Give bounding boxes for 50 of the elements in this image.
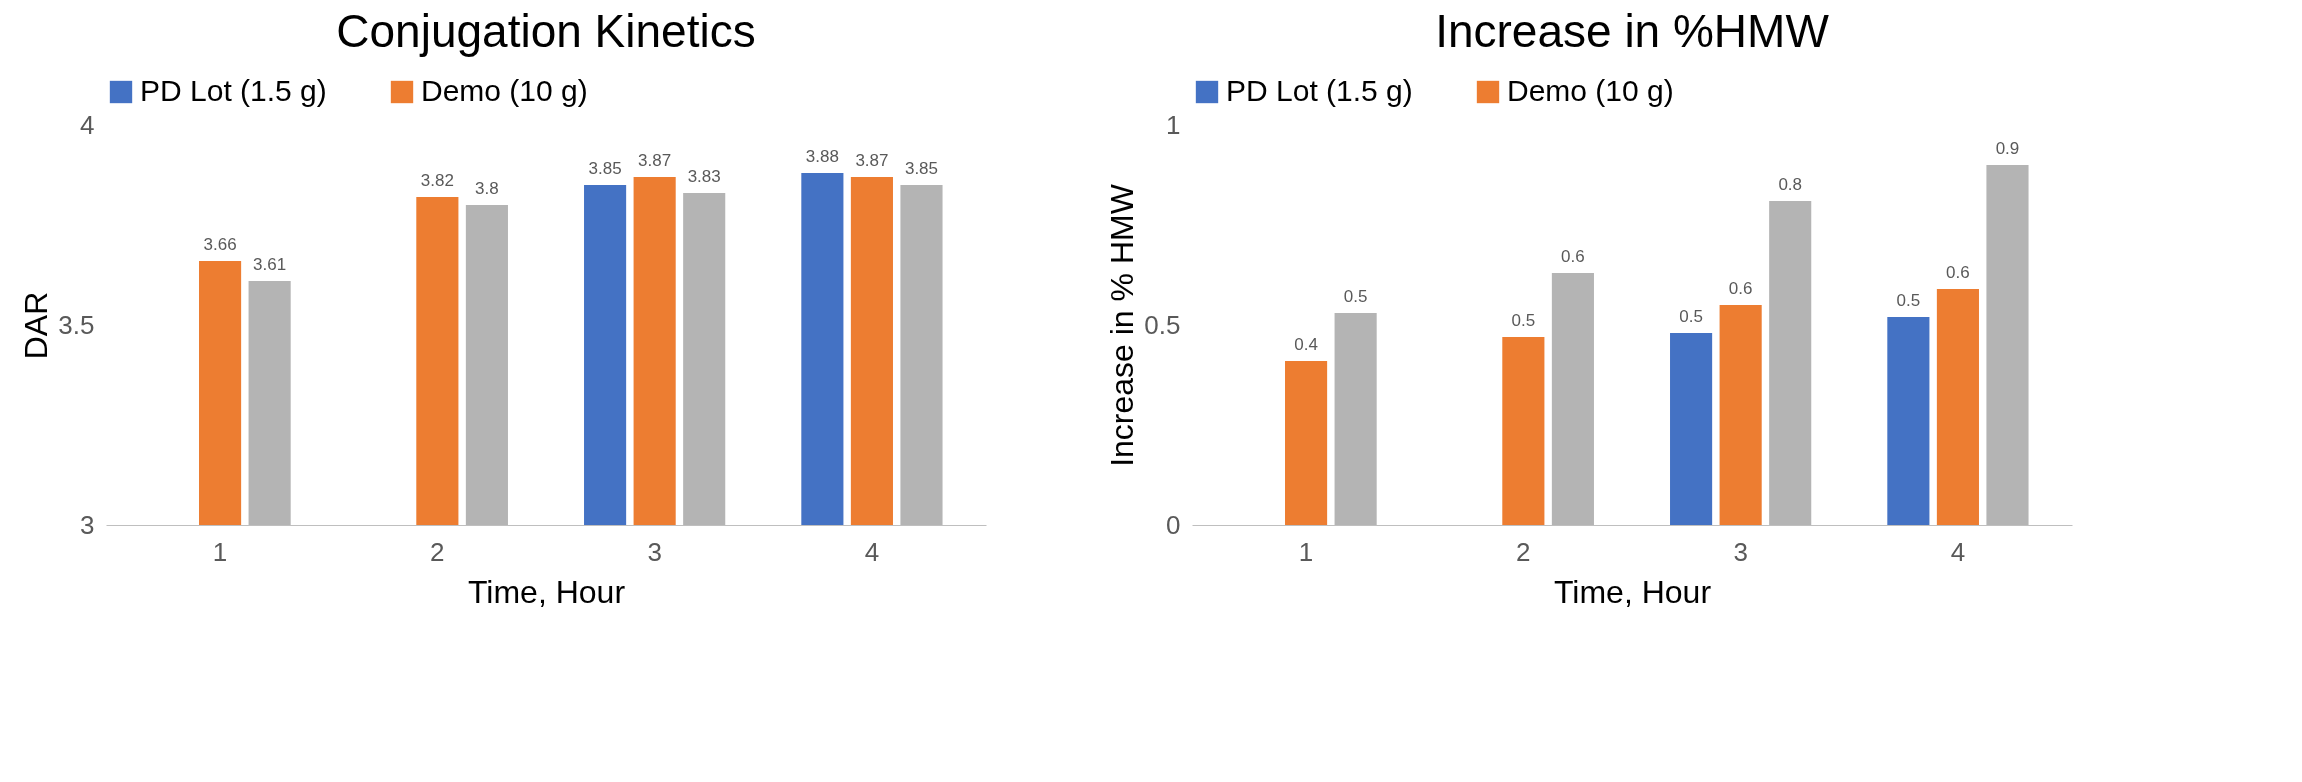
x-tick-label: 2 <box>1516 536 1531 567</box>
x-tick-label: 4 <box>864 536 880 567</box>
y-axis-title: Increase in % HMW <box>1104 183 1141 467</box>
y-tick-label: 4 <box>80 109 95 140</box>
data-label: 3.61 <box>253 255 287 274</box>
data-label: 0.9 <box>1995 139 2020 158</box>
data-label: 0.5 <box>1343 287 1368 306</box>
y-axis-title: DAR <box>18 291 55 360</box>
data-label: 0.5 <box>1679 307 1703 326</box>
data-label: 3.85 <box>904 159 939 178</box>
x-tick-label: 3 <box>647 536 662 567</box>
data-label: 3.87 <box>855 151 889 170</box>
bar <box>1502 337 1545 525</box>
data-label: 3.82 <box>420 171 454 190</box>
y-tick-label: 3 <box>80 509 95 540</box>
x-tick-label: 4 <box>1950 536 1966 567</box>
bar <box>1670 333 1713 525</box>
legend-label: Demo (10 g) <box>421 74 588 107</box>
y-tick-label: 0 <box>1166 509 1181 540</box>
data-label: 3.87 <box>638 151 672 170</box>
chart-title: Increase in %HMW <box>1435 5 1830 57</box>
bar <box>1887 317 1930 525</box>
data-label: 3.85 <box>588 159 622 178</box>
x-tick-label: 1 <box>1298 536 1314 567</box>
x-tick-label: 1 <box>212 536 228 567</box>
y-tick-label: 0.5 <box>1144 309 1181 340</box>
data-label: 0.5 <box>1896 291 1921 310</box>
data-label: 0.6 <box>1561 247 1585 266</box>
x-axis-title: Time, Hour <box>467 573 626 610</box>
data-label: 0.4 <box>1294 335 1318 354</box>
x-axis-title: Time, Hour <box>1553 573 1712 610</box>
chart-title: Conjugation Kinetics <box>336 5 756 57</box>
data-label: 3.66 <box>203 235 237 254</box>
legend-label: PD Lot (1.5 g) <box>1226 74 1413 107</box>
data-label: 0.6 <box>1728 279 1753 298</box>
bar <box>1285 361 1328 525</box>
x-tick-label: 3 <box>1733 536 1748 567</box>
data-label: 0.8 <box>1778 175 1803 194</box>
x-tick-label: 2 <box>430 536 445 567</box>
legend-label: Demo (10 g) <box>1507 74 1674 107</box>
data-label: 3.8 <box>475 179 499 198</box>
y-tick-label: 1 <box>1166 109 1181 140</box>
data-label: 0.5 <box>1511 311 1536 330</box>
data-label: 3.88 <box>805 147 839 166</box>
legend-label: PD Lot (1.5 g) <box>140 74 327 107</box>
bar <box>1936 289 1979 525</box>
bar <box>1719 305 1762 525</box>
data-label: 0.6 <box>1946 263 1970 282</box>
y-tick-label: 3.5 <box>58 309 95 340</box>
data-label: 3.83 <box>687 167 721 186</box>
